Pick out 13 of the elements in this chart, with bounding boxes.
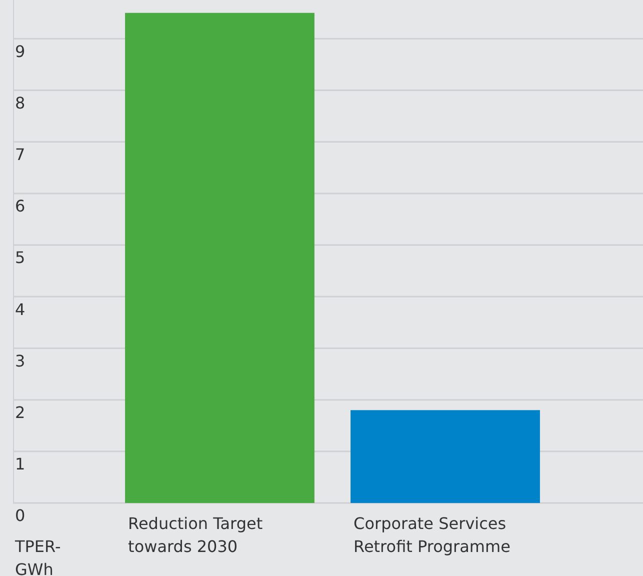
y-tick-label: 5 [15,248,26,268]
y-tick-label: 7 [15,145,26,164]
y-tick-label: 9 [15,42,26,61]
y-tick-label: 0 [15,506,26,526]
y-tick-label: 4 [15,300,26,319]
x-tick-label: Reduction Target towards 2030 [128,514,263,556]
y-tick-label: 2 [15,402,26,422]
x-tick-label: Corporate Services Retrofit Programme [354,514,510,556]
text: TPER-GWh [14,537,61,576]
y-tick-label: 3 [15,351,26,370]
y-tick-label: 8 [15,93,26,112]
y-tick-label: 6 [15,196,26,216]
y-tick-label: 1 [15,454,26,474]
